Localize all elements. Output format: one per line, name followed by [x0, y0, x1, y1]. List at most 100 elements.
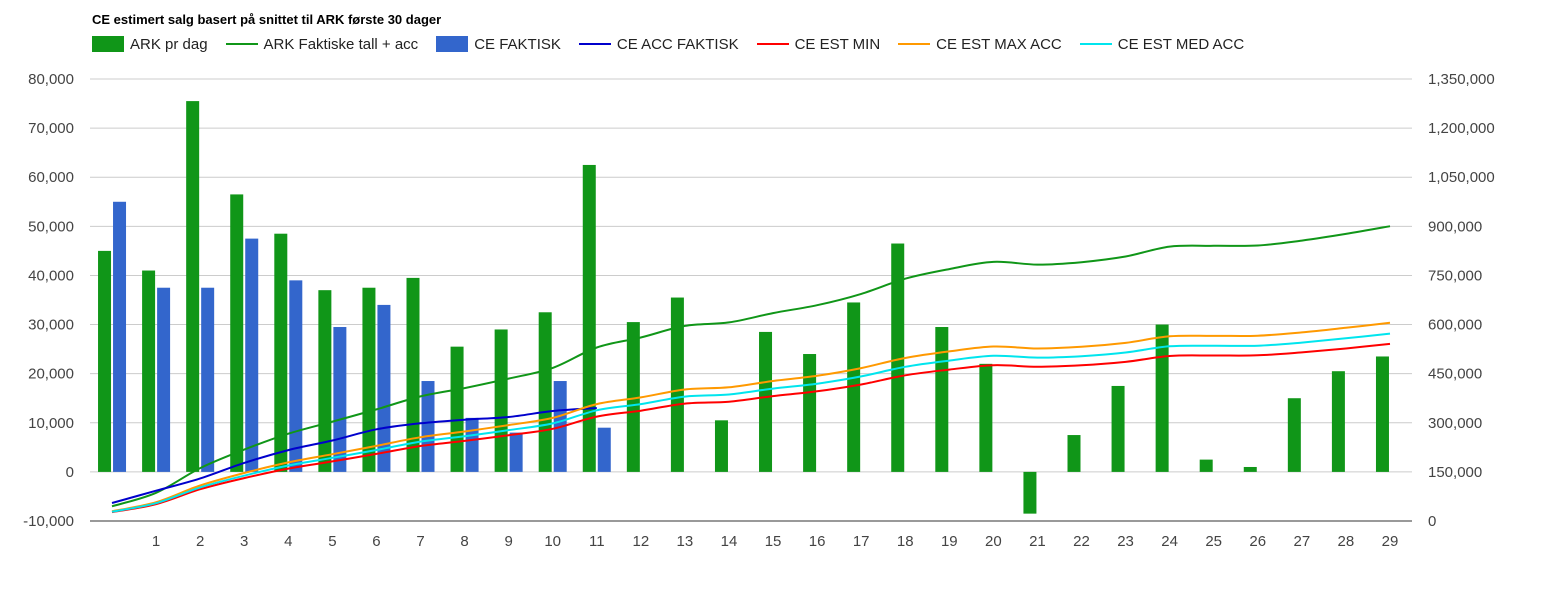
right-axis-tick-label: 1,200,000	[1428, 120, 1495, 137]
ce-est-max-acc-line	[111, 321, 1391, 513]
ark-pr-dag-bar	[186, 101, 200, 472]
ark-pr-dag-bar	[98, 250, 112, 472]
x-axis-tick-label: 20	[985, 533, 1002, 550]
legend-item[interactable]: ARK pr dag	[92, 36, 208, 53]
x-axis-tick-label: 22	[1073, 533, 1090, 550]
ark-pr-dag-bar	[274, 233, 288, 472]
ark-pr-dag-bar	[1375, 356, 1389, 472]
x-axis-tick-label: 26	[1249, 533, 1266, 550]
right-axis-tick-label: 600,000	[1428, 317, 1482, 334]
legend-label: CE EST MIN	[794, 35, 881, 53]
right-axis-tick-label: 450,000	[1428, 366, 1482, 383]
x-axis-tick-label: 6	[372, 533, 380, 550]
right-axis-tick-label: 1,350,000	[1428, 71, 1495, 88]
ark-pr-dag-bar	[1155, 324, 1169, 472]
ark-pr-dag-bar	[626, 322, 640, 472]
legend-label: CE ACC FAKTISK	[616, 35, 739, 53]
ce-faktisk-bar	[157, 287, 171, 472]
legend-item[interactable]: ARK Faktiske tall + acc	[225, 35, 419, 53]
left-axis-tick-label: 50,000	[28, 218, 74, 235]
ark-pr-dag-bar	[538, 312, 552, 472]
legend-label: CE EST MAX ACC	[936, 35, 1062, 53]
x-axis-tick-label: 5	[328, 533, 336, 550]
left-axis-tick-label: 30,000	[28, 317, 74, 334]
ce-faktisk-bar	[245, 238, 259, 472]
left-axis-tick-label: 70,000	[28, 120, 74, 137]
ark-pr-dag-bar	[362, 287, 376, 472]
ce-faktisk-bar	[597, 427, 611, 472]
x-axis-tick-label: 4	[284, 533, 292, 550]
ce-est-min-line	[111, 342, 1391, 514]
ark-pr-dag-bar	[494, 329, 508, 472]
left-axis-tick-label: 40,000	[28, 267, 74, 284]
x-axis-tick-label: 14	[721, 533, 738, 550]
ce-faktisk-bar	[333, 327, 347, 472]
ce-faktisk-bar	[289, 280, 303, 472]
legend-item[interactable]: CE ACC FAKTISK	[578, 35, 739, 53]
ce-faktisk-bar	[465, 417, 479, 472]
x-axis-tick-label: 18	[897, 533, 914, 550]
ce-faktisk-bar	[509, 432, 523, 472]
x-axis-tick-label: 10	[544, 533, 561, 550]
chart-legend: ARK pr dag ARK Faktiske tall + acc CE FAKT…	[92, 34, 1262, 54]
x-axis-tick-label: 13	[677, 533, 694, 550]
left-axis-tick-label: 60,000	[28, 169, 74, 186]
legend-item[interactable]: CE EST MED ACC	[1079, 35, 1245, 53]
ark-pr-dag-bar	[1199, 459, 1213, 472]
ark-pr-dag-bar	[714, 420, 728, 472]
legend-item[interactable]: CE EST MIN	[756, 35, 881, 53]
legend-swatch	[92, 36, 124, 52]
right-axis-tick-label: 900,000	[1428, 218, 1482, 235]
ark-pr-dag-bar	[759, 331, 773, 472]
ark-pr-dag-bar	[1243, 466, 1257, 472]
ce-faktisk-bar	[201, 287, 215, 472]
ark-pr-dag-bar	[1067, 435, 1081, 472]
ce-faktisk-bar	[377, 304, 391, 472]
x-axis-tick-label: 23	[1117, 533, 1134, 550]
ce-faktisk-bar	[113, 201, 127, 472]
x-axis-tick-label: 28	[1338, 533, 1355, 550]
ark-pr-dag-bar	[450, 346, 464, 472]
x-axis-tick-label: 19	[941, 533, 958, 550]
right-axis-tick-label: 1,050,000	[1428, 169, 1495, 186]
left-axis-tick-label: 10,000	[28, 415, 74, 432]
left-axis-tick-label: 80,000	[28, 71, 74, 88]
x-axis-tick-label: 16	[809, 533, 826, 550]
x-axis-tick-label: 27	[1293, 533, 1310, 550]
x-axis-tick-label: 24	[1161, 533, 1178, 550]
legend-item[interactable]: CE FAKTISK	[436, 36, 561, 53]
right-axis-tick-label: 150,000	[1428, 464, 1482, 481]
legend-swatch	[578, 43, 611, 45]
legend-label: CE FAKTISK	[474, 35, 561, 53]
ark-pr-dag-bar	[1111, 385, 1125, 472]
ark-pr-dag-bar	[318, 290, 332, 472]
ark-pr-dag-bar	[935, 327, 949, 472]
left-axis-tick-label: -10,000	[23, 513, 74, 530]
x-axis-tick-label: 17	[853, 533, 870, 550]
ark-pr-dag-bar	[1023, 471, 1037, 514]
ark-pr-dag-bar	[979, 363, 993, 472]
left-axis-tick-label: 0	[66, 464, 74, 481]
x-axis-tick-label: 7	[416, 533, 424, 550]
legend-item[interactable]: CE EST MAX ACC	[898, 36, 1062, 53]
legend-label: CE EST MED ACC	[1117, 35, 1245, 53]
ark-pr-dag-bar	[803, 354, 817, 472]
x-axis-tick-label: 21	[1029, 533, 1046, 550]
legend-label: ARK Faktiske tall + acc	[263, 35, 419, 53]
chart-title: CE estimert salg basert på snittet til A…	[92, 12, 442, 27]
legend-swatch	[1079, 43, 1112, 45]
ark-pr-dag-bar	[891, 243, 905, 472]
ark-pr-dag-bar	[582, 164, 596, 472]
ark-pr-dag-bar	[1331, 371, 1345, 472]
x-axis-tick-label: 15	[765, 533, 782, 550]
x-axis-tick-label: 9	[504, 533, 512, 550]
ce-faktisk-bar	[421, 381, 435, 472]
x-axis-tick-label: 8	[460, 533, 468, 550]
x-axis-tick-label: 2	[196, 533, 204, 550]
legend-swatch	[756, 43, 789, 45]
x-axis-tick-label: 25	[1205, 533, 1222, 550]
legend-swatch	[225, 43, 258, 45]
x-axis-tick-label: 29	[1382, 533, 1399, 550]
legend-label: ARK pr dag	[130, 35, 208, 53]
